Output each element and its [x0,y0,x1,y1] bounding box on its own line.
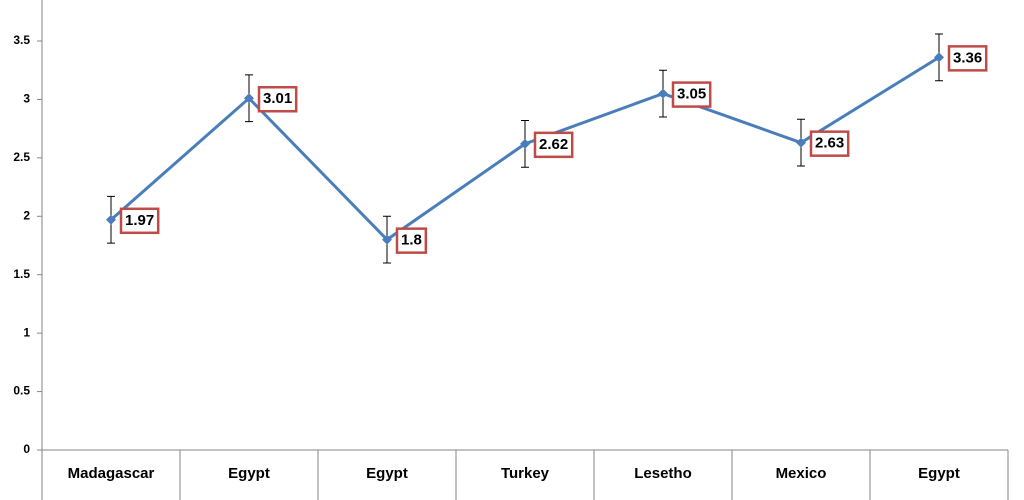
point-marker [106,214,116,225]
y-tick-label: 1 [23,325,30,339]
x-tick-label: Madagascar [68,465,155,482]
x-tick-label: Egypt [366,465,408,482]
y-tick-label: 3 [23,92,30,106]
data-label-box [533,131,574,159]
data-label: 3.01 [263,90,292,107]
data-label: 2.62 [539,136,568,153]
x-tick-label: Egypt [228,465,270,482]
data-label-box [257,86,298,113]
data-label-box [809,130,850,157]
data-label: 3.05 [677,86,706,103]
point-marker [244,93,254,104]
y-tick-label: 0 [23,442,30,456]
x-tick-label: Turkey [501,465,550,482]
data-label: 3.36 [953,49,982,66]
x-tick-label: Egypt [918,465,960,482]
data-label-box [671,81,712,108]
y-tick-label: 0.5 [13,384,30,398]
data-label: 2.63 [815,135,844,152]
y-tick-label: 1.5 [13,267,30,281]
data-label: 1.97 [125,212,154,229]
point-marker [796,137,806,148]
y-tick-label: 2 [23,208,30,222]
data-label-box [395,227,428,254]
data-label-box [947,45,988,72]
point-marker [382,234,392,245]
y-tick-label: 2.5 [13,150,30,164]
point-marker [520,138,530,149]
y-tick-label: 3.5 [13,33,30,47]
point-marker [934,52,944,63]
data-label: 1.8 [401,232,422,249]
x-tick-label: Mexico [776,465,827,482]
data-label-box [119,207,160,235]
point-marker [658,88,668,99]
x-tick-label: Lesetho [634,465,692,482]
